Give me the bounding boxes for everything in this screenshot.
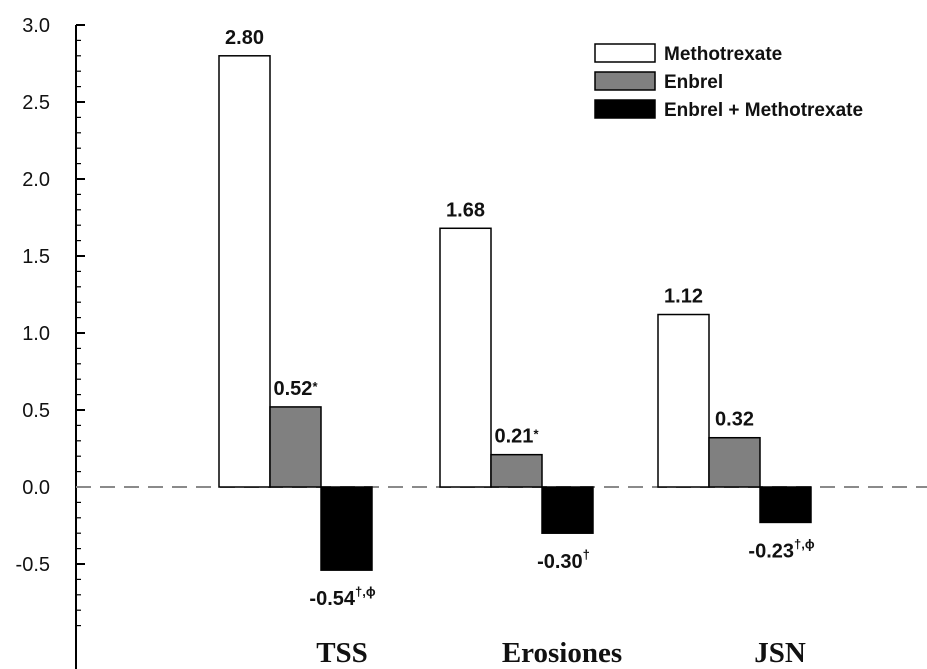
legend: Methotrexate Enbrel Enbrel + Methotrexate — [594, 43, 863, 121]
y-tick-label: 2.0 — [22, 169, 50, 191]
y-tick-label: 1.0 — [22, 323, 50, 345]
legend-swatch — [594, 99, 656, 119]
bar-erosiones-1 — [490, 453, 543, 488]
bar-erosiones-2 — [541, 486, 594, 534]
bar-tss-0 — [218, 55, 271, 488]
data-label: 1.68 — [446, 199, 485, 221]
legend-label: Enbrel — [664, 72, 723, 93]
y-tick-label: 0.0 — [22, 477, 50, 499]
bar-erosiones-0 — [439, 227, 492, 488]
y-tick-label: -0.5 — [16, 554, 50, 576]
legend-swatch — [594, 43, 656, 63]
data-label: 1.12 — [664, 286, 703, 308]
bar-jsn-0 — [657, 313, 710, 488]
bar-tss-2 — [320, 486, 373, 571]
data-labels-group: 2.80 0.52* -0.54†,ϕ 1.68 0.21* -0.30† 1.12 0.32… — [225, 27, 815, 610]
category-label: TSS — [316, 637, 368, 669]
y-axis: 3.0 2.5 2.0 1.5 1.0 0.5 0.0 -0.5 — [16, 15, 85, 669]
legend-label: Methotrexate — [664, 44, 782, 65]
data-label: 0.52* — [274, 378, 319, 400]
category-label: Erosiones — [502, 637, 622, 669]
legend-label: Enbrel + Methotrexate — [664, 100, 863, 121]
category-labels-group: TSS Erosiones JSN — [316, 637, 806, 669]
data-label: 0.32 — [715, 409, 754, 431]
bar-tss-1 — [269, 406, 322, 488]
data-label: -0.30† — [537, 547, 590, 573]
legend-swatch — [594, 71, 656, 91]
bars-group — [218, 55, 812, 571]
data-label: -0.23†,ϕ — [748, 536, 814, 562]
data-label: 0.21* — [495, 426, 540, 448]
data-label: 2.80 — [225, 27, 264, 49]
bar-jsn-1 — [708, 436, 761, 488]
y-tick-label: 3.0 — [22, 15, 50, 37]
y-tick-label: 0.5 — [22, 400, 50, 422]
category-label: JSN — [754, 637, 806, 669]
y-tick-label: 2.5 — [22, 92, 50, 114]
bar-jsn-2 — [759, 486, 812, 524]
y-tick-label: 1.5 — [22, 246, 50, 268]
data-label: -0.54†,ϕ — [309, 584, 375, 610]
